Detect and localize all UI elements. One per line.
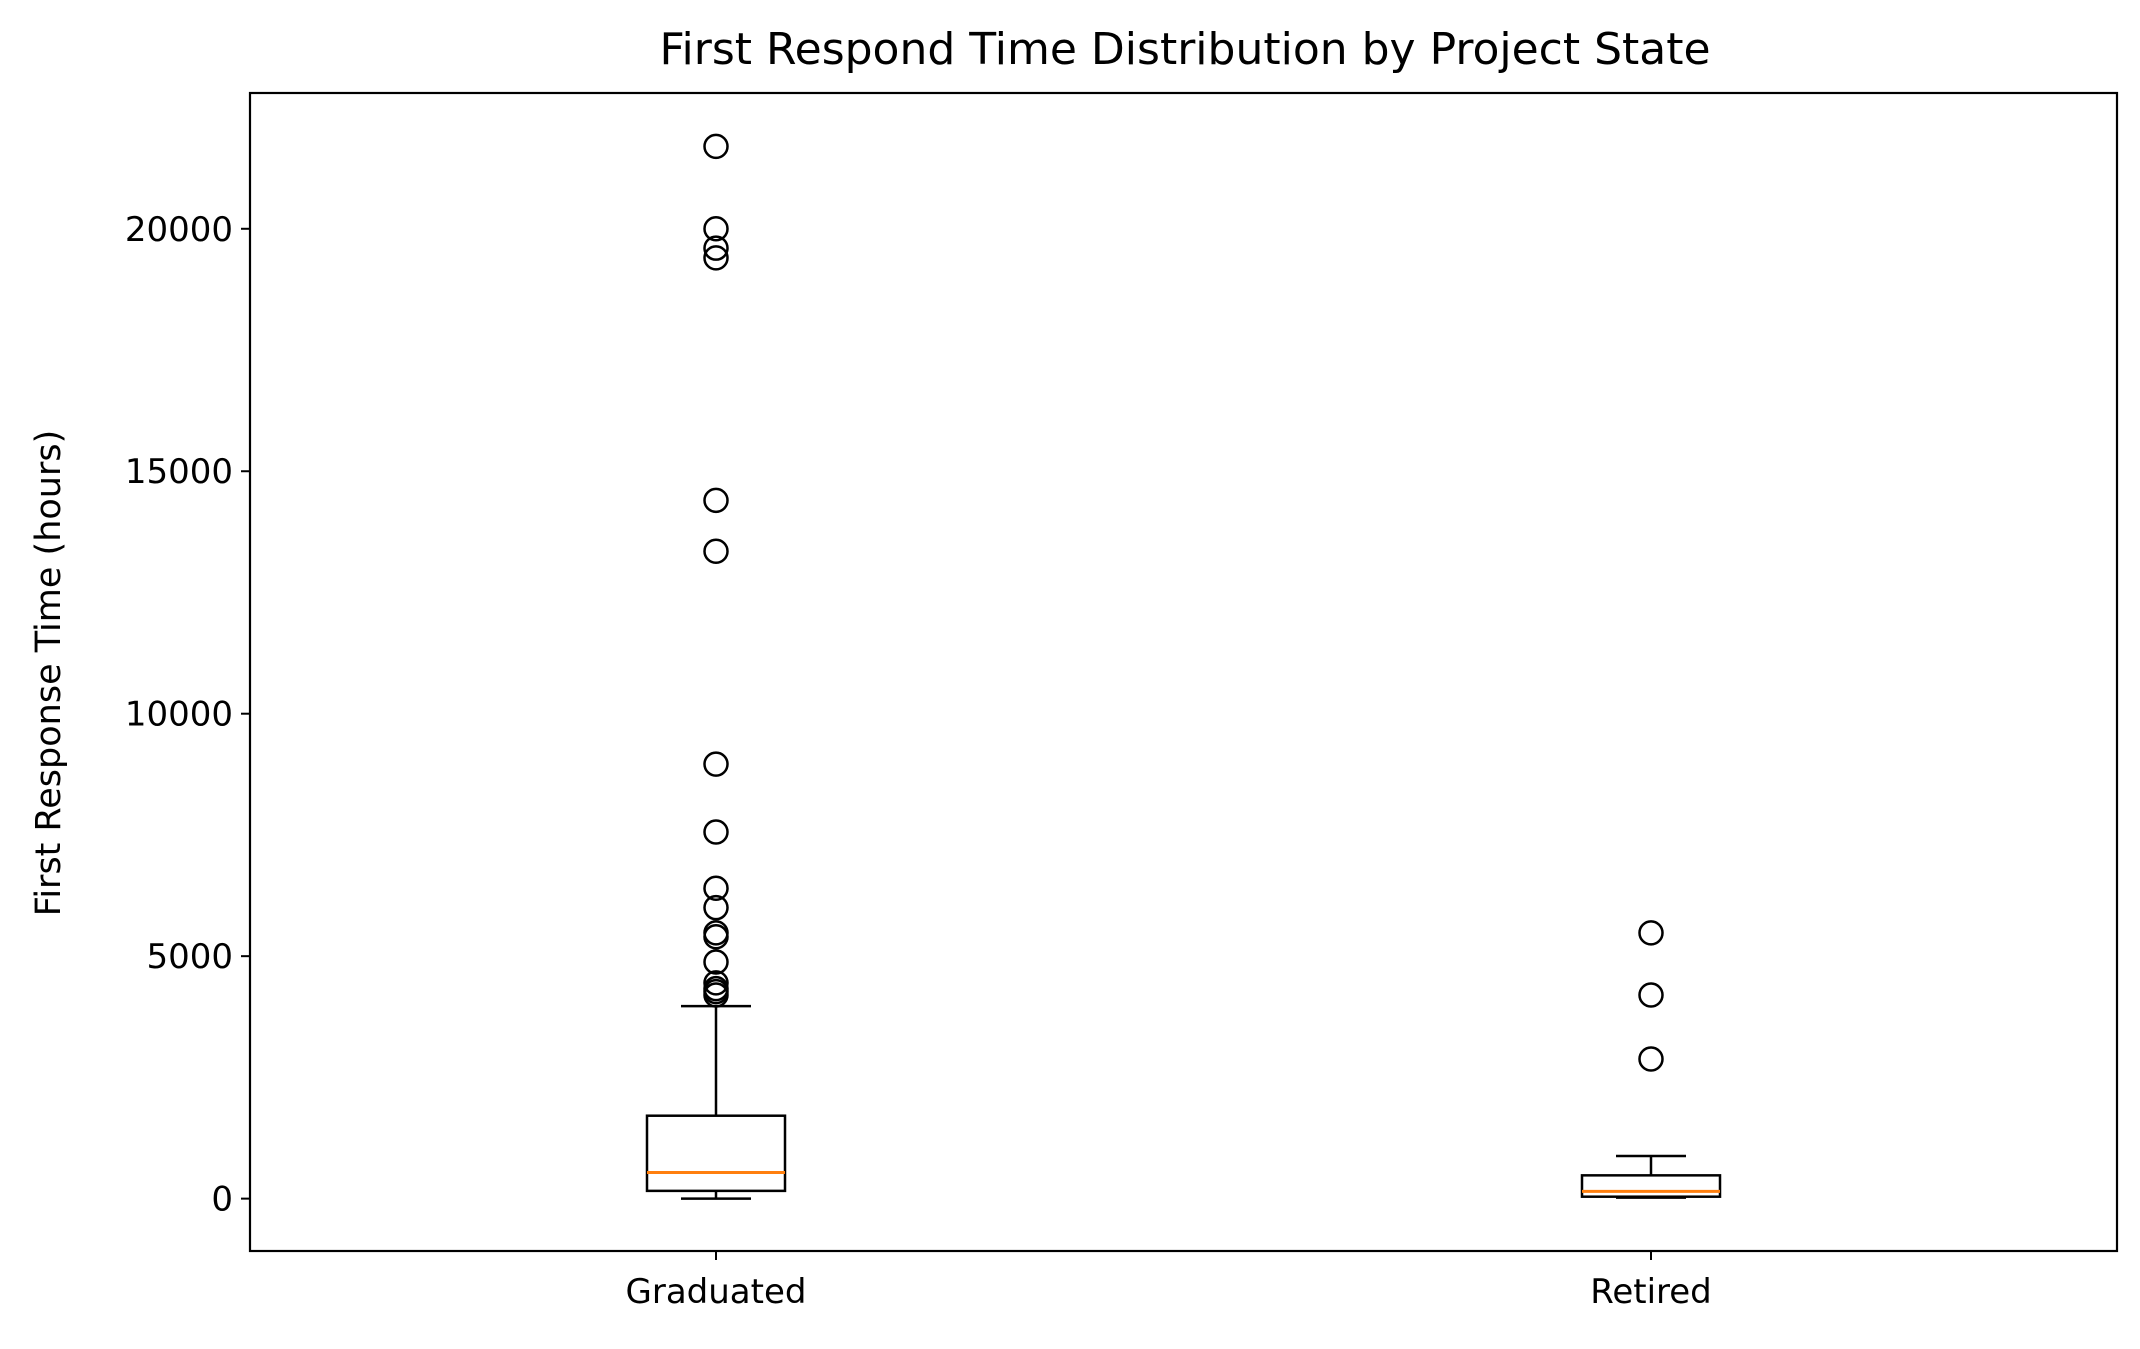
outlier-point xyxy=(703,924,729,950)
y-tick-label: 5000 xyxy=(146,937,233,977)
y-axis-label: First Response Time (hours) xyxy=(29,430,69,917)
outlier-point xyxy=(703,216,729,242)
plot-area: 0 5000 10000 15000 20000 Graduated Retired xyxy=(125,133,1722,1312)
y-tick-label: 15000 xyxy=(125,452,233,492)
outlier-point xyxy=(1638,920,1664,946)
outlier-point xyxy=(703,819,729,845)
outlier-point xyxy=(703,235,729,261)
outlier-point xyxy=(703,970,729,996)
x-tick-label: Retired xyxy=(1590,1272,1712,1312)
chart-title: First Respond Time Distribution by Proje… xyxy=(659,24,1710,75)
outlier-point xyxy=(703,751,729,777)
outlier-point xyxy=(703,133,729,160)
outlier-point xyxy=(703,949,729,975)
outlier-point xyxy=(1638,1046,1664,1072)
outlier-point xyxy=(703,538,729,565)
outlier-point xyxy=(703,875,729,902)
outlier-point xyxy=(703,894,729,921)
box-iqr xyxy=(1580,1174,1722,1198)
outlier-point xyxy=(703,245,729,271)
y-tick-label: 20000 xyxy=(125,210,233,250)
axes-frame xyxy=(248,91,2119,1253)
y-tick-label: 0 xyxy=(211,1180,233,1220)
outlier-point xyxy=(703,487,729,514)
y-tick-label: 10000 xyxy=(125,695,233,735)
box-iqr xyxy=(645,1114,787,1193)
x-tick-label: Graduated xyxy=(626,1272,807,1312)
outlier-point xyxy=(703,982,729,1008)
outlier-point xyxy=(1638,982,1664,1008)
